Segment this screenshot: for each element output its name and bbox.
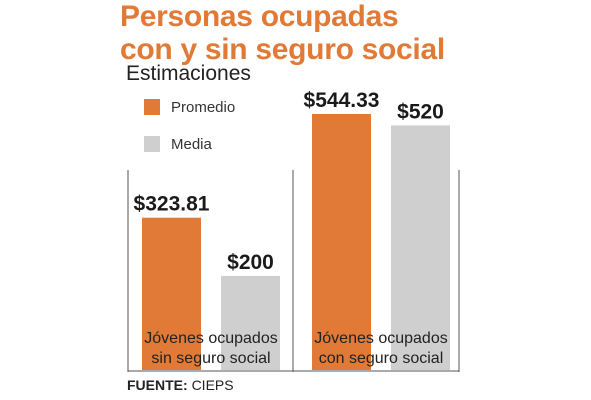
legend-label-promedio: Promedio xyxy=(171,98,236,116)
legend-item-promedio: Promedio xyxy=(144,97,235,117)
bar-media-sin-seguro xyxy=(221,275,280,370)
category-label-sin-seguro-line-1: Jóvenes ocupados xyxy=(144,330,277,347)
bar-promedio-con-seguro xyxy=(312,114,371,370)
bar-promedio-sin-seguro xyxy=(142,217,201,370)
legend-swatch-promedio xyxy=(144,99,160,115)
legend-item-media: Media xyxy=(144,134,212,154)
chart-title: Personas ocupadas con y sin seguro socia… xyxy=(120,0,445,66)
category-label-con-seguro-line-2: con seguro social xyxy=(319,350,444,367)
data-label-media-sin-seguro: $200 xyxy=(227,251,274,274)
source-label: FUENTE: xyxy=(127,377,188,393)
category-label-sin-seguro-line-2: sin seguro social xyxy=(151,350,270,367)
bar-media-con-seguro xyxy=(391,125,450,370)
chart-title-line-2: con y sin seguro social xyxy=(120,33,445,66)
chart-subtitle: Estimaciones xyxy=(126,62,251,85)
data-label-media-con-seguro: $520 xyxy=(397,100,444,123)
source-value: CIEPS xyxy=(191,377,234,393)
legend-label-media: Media xyxy=(171,135,212,153)
data-label-promedio-con-seguro: $544.33 xyxy=(304,89,380,112)
source-note: FUENTE: CIEPS xyxy=(127,377,234,393)
category-label-con-seguro-line-1: Jóvenes ocupados xyxy=(314,330,447,347)
legend-swatch-media xyxy=(144,136,160,152)
data-label-promedio-sin-seguro: $323.81 xyxy=(134,193,210,216)
chart-title-line-1: Personas ocupadas xyxy=(120,0,399,33)
